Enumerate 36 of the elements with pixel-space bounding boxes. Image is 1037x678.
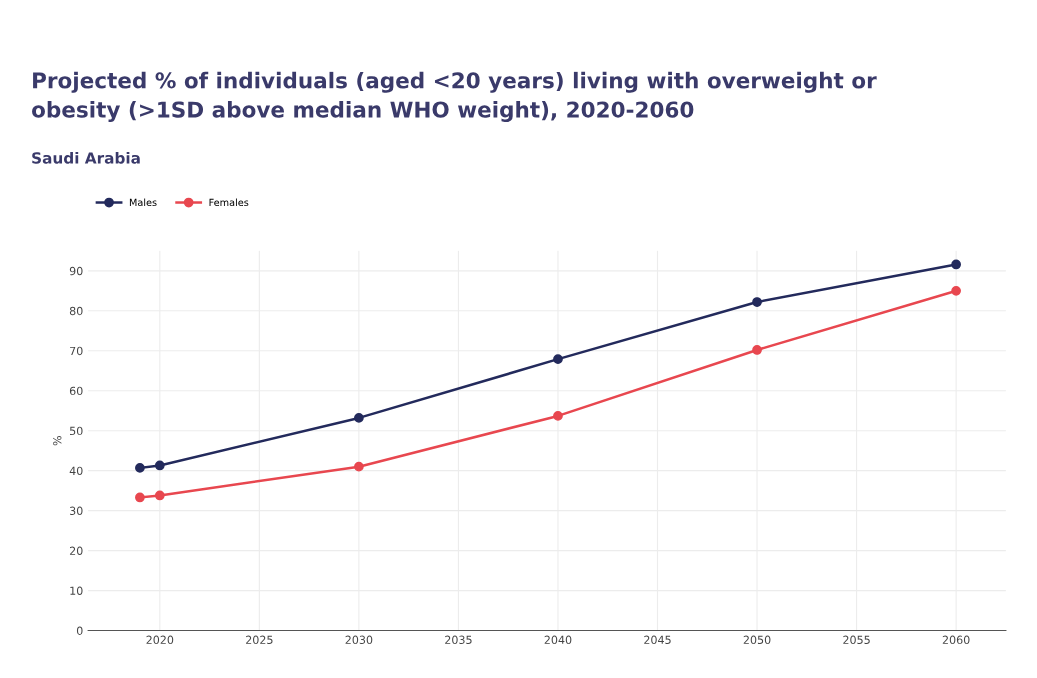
y-tick-label: 20 [69,546,83,555]
x-tick-label: 2045 [644,635,671,644]
y-tick-label: 70 [70,346,83,356]
y-tick-label: 10 [70,586,83,595]
point [752,345,762,355]
x-tick-label: 2055 [843,635,870,644]
y-tick-label: 50 [70,426,83,436]
point [354,461,364,472]
legend-label: Females [209,198,249,207]
y-tick-label: 90 [69,266,83,276]
y-tick-label: 0 [76,626,83,635]
point [354,413,364,423]
point [154,460,165,471]
point [951,259,961,270]
x-tick-label: 2040 [544,635,572,644]
point [135,463,145,473]
chart-title: Projected % of individuals (aged <20 years) living with overweight or obesity (>1SD above median WHO weight), 2020-2060 [32,71,877,123]
point [752,297,762,307]
x-tick-label: 2060 [942,635,970,644]
x-tick-label: 2025 [246,635,273,644]
y-tick-label: 30 [69,506,83,516]
y-tick-label: 60 [69,386,83,396]
chart-subtitle: Saudi Arabia [32,151,140,164]
point [135,492,145,503]
x-tick-label: 2035 [445,635,472,644]
point [553,354,563,365]
point [154,490,165,501]
point [553,411,563,421]
point [951,285,961,296]
x-tick-label: 2030 [345,635,373,644]
x-tick-label: 2020 [146,635,174,644]
y-tick-label: 40 [69,466,83,476]
y-tick-label: 80 [69,306,83,316]
legend-label: Males [129,198,157,207]
y-axis-title: % [53,436,62,446]
x-tick-label: 2050 [743,635,771,644]
